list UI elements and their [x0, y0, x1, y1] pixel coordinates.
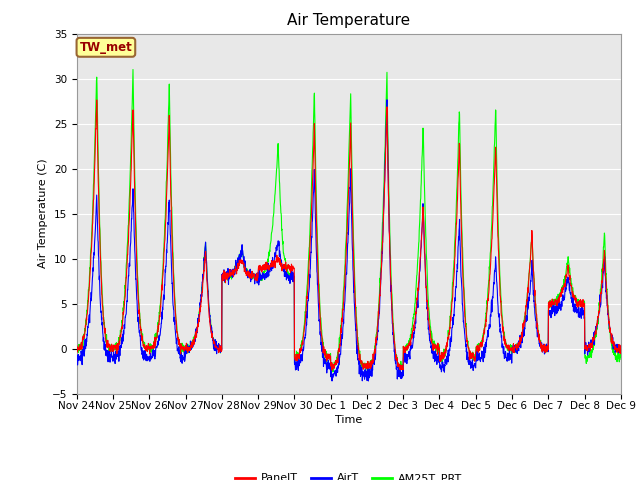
Legend: PanelT, AirT, AM25T_PRT: PanelT, AirT, AM25T_PRT — [231, 469, 467, 480]
Text: TW_met: TW_met — [79, 41, 132, 54]
Title: Air Temperature: Air Temperature — [287, 13, 410, 28]
Y-axis label: Air Temperature (C): Air Temperature (C) — [38, 159, 47, 268]
X-axis label: Time: Time — [335, 415, 362, 425]
